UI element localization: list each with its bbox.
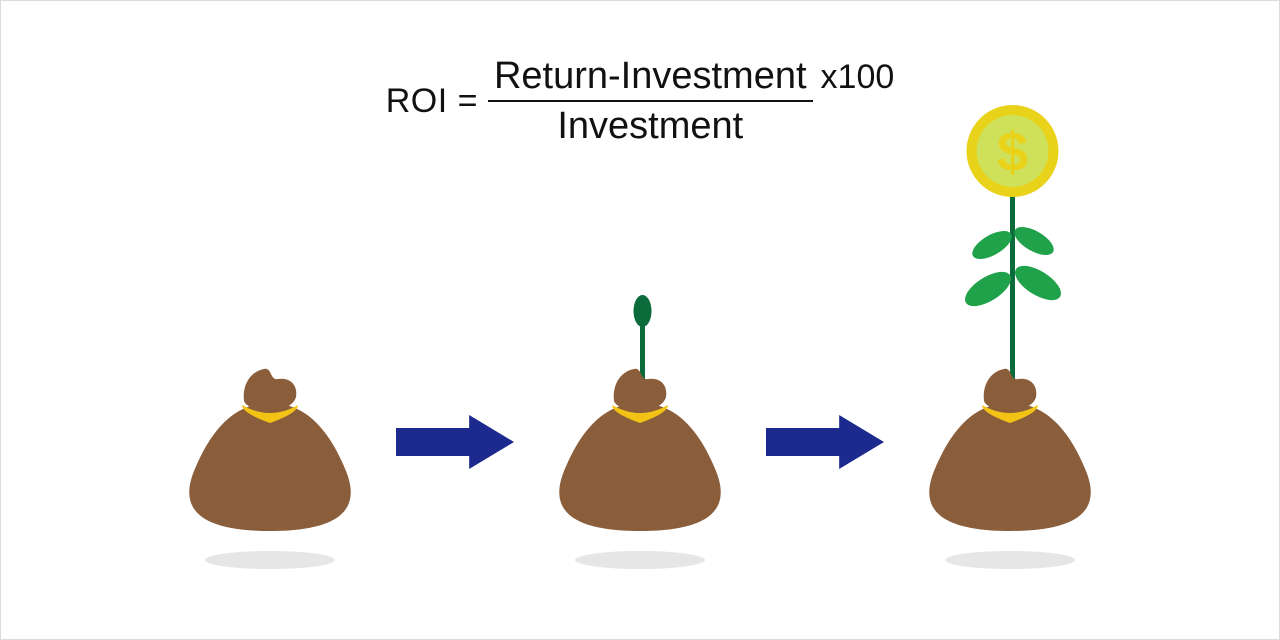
arrow-right-icon [760,415,890,469]
money-bag-stage [520,281,760,569]
shadow [205,551,335,569]
money-bag-stage [150,341,390,569]
shadow [575,551,705,569]
money-bag-plant-coin-icon: $ [900,81,1120,541]
growth-stage-row: $ [1,81,1279,569]
money-bag-stage: $ [890,81,1130,569]
arrow-right-icon [390,415,520,469]
svg-text:$: $ [997,120,1028,183]
shadow [945,551,1075,569]
infographic-frame: ROI = Return-Investment Investment x100 … [0,0,1280,640]
money-bag-icon [160,341,380,541]
money-bag-sprout-icon [530,281,750,541]
